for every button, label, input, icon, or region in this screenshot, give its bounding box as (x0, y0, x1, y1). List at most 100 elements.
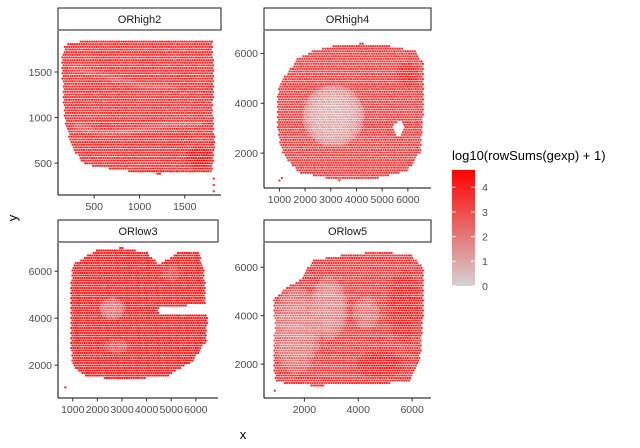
spot (114, 74, 117, 78)
spot (418, 136, 421, 139)
spot (115, 119, 119, 123)
spot (287, 118, 290, 121)
spot (180, 85, 183, 88)
spot (173, 64, 176, 67)
spot (133, 167, 137, 170)
spot (124, 45, 128, 49)
spot (304, 166, 307, 169)
spot (210, 40, 214, 43)
spot (406, 100, 409, 104)
spot (299, 105, 303, 109)
spot (150, 74, 154, 78)
spot (326, 123, 329, 126)
spot (354, 103, 357, 106)
spot (113, 135, 116, 138)
spot (201, 151, 205, 154)
spot (339, 105, 342, 109)
spot (386, 123, 390, 126)
spot (363, 113, 367, 116)
spot (142, 151, 146, 154)
spot (179, 82, 182, 86)
spot (129, 93, 132, 96)
spot (63, 82, 66, 86)
spot (124, 82, 128, 86)
spot (325, 131, 328, 134)
spot (408, 161, 412, 164)
spot (132, 80, 135, 83)
spot (103, 106, 106, 109)
spot (93, 130, 96, 133)
spot (377, 158, 380, 162)
spot (89, 43, 92, 46)
spot (155, 138, 158, 141)
spot (160, 130, 164, 133)
spot (184, 154, 188, 157)
spot (124, 98, 128, 101)
spot (311, 151, 314, 154)
spot (159, 101, 163, 104)
spot (206, 98, 209, 101)
spot (108, 135, 112, 138)
spot (352, 169, 355, 172)
spot (213, 135, 216, 138)
spot (127, 114, 130, 117)
spot (410, 108, 413, 111)
spot (163, 77, 166, 80)
spot (331, 138, 334, 142)
spot (149, 167, 152, 170)
spot (345, 138, 348, 142)
spot (356, 143, 360, 147)
spot (146, 95, 149, 99)
spot (179, 40, 182, 43)
spot (197, 77, 200, 80)
spot (193, 85, 197, 88)
spot (202, 90, 206, 93)
spot (384, 123, 387, 126)
spot (298, 158, 302, 162)
spot (114, 48, 117, 51)
spot (375, 153, 378, 157)
spot (356, 98, 360, 101)
spot (348, 166, 351, 169)
spot (111, 40, 114, 43)
spot (99, 130, 103, 133)
spot (111, 119, 114, 123)
spot (393, 118, 397, 121)
spot (147, 45, 150, 49)
spot (79, 146, 82, 149)
spot (397, 166, 400, 169)
spot (344, 141, 347, 144)
spot (389, 164, 392, 167)
spot (418, 126, 421, 129)
spot (76, 117, 79, 120)
spot (123, 85, 126, 88)
spot (159, 48, 163, 51)
spot (70, 114, 73, 117)
spot (301, 158, 304, 162)
spot (183, 162, 186, 165)
spot (115, 61, 119, 64)
spot (123, 53, 126, 56)
spot (198, 58, 201, 62)
spot (184, 64, 188, 67)
spot (119, 53, 122, 56)
spot (287, 138, 290, 142)
spot (163, 140, 166, 144)
spot (145, 140, 148, 144)
spot (413, 156, 416, 159)
spot (150, 95, 154, 99)
spot (207, 148, 210, 152)
spot (200, 43, 203, 46)
spot (279, 115, 282, 119)
spot (72, 103, 75, 107)
spot (185, 103, 189, 107)
spot (142, 66, 146, 70)
spot (90, 109, 94, 112)
spot (157, 58, 160, 62)
spot (397, 110, 400, 114)
spot (346, 131, 349, 134)
spot (147, 156, 150, 160)
spot (100, 85, 104, 88)
spot (371, 115, 375, 119)
